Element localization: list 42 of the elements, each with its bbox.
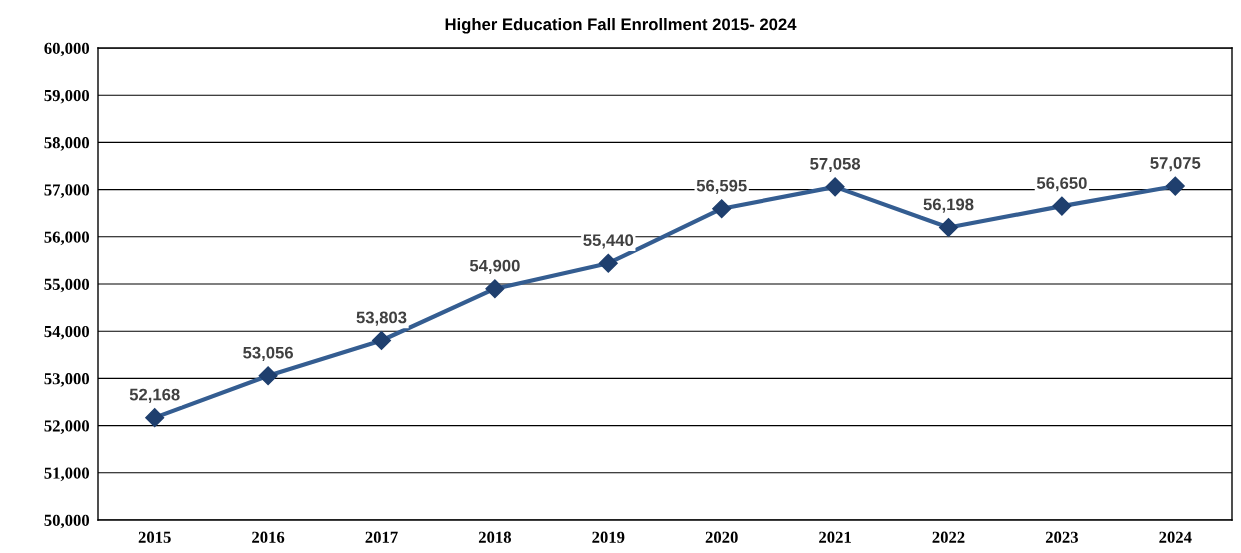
y-tick-label: 59,000 (44, 89, 90, 104)
text: 53,803 (356, 311, 407, 326)
y-tick-label: 54,000 (44, 325, 90, 340)
text: 55,440 (583, 234, 634, 249)
text: 56,595 (696, 179, 747, 194)
x-tick-label: 2015 (138, 531, 171, 543)
y-tick-label: 57,000 (44, 184, 90, 198)
text: 52,168 (129, 388, 180, 403)
chart-title: Higher Education Fall Enrollment 2015- 2024 (445, 18, 797, 34)
x-tick-label: 2018 (478, 531, 512, 543)
x-tick-label: 2016 (252, 531, 285, 543)
y-tick-label: 50,000 (44, 514, 90, 529)
x-tick-label: 2021 (819, 531, 851, 543)
point (938, 217, 959, 237)
point (825, 177, 845, 197)
text: 53,056 (243, 346, 293, 361)
y-tick-label: 53,000 (44, 373, 90, 387)
text: 56,650 (1036, 177, 1087, 192)
text: 57,075 (1150, 157, 1201, 172)
x-tick-label: 2024 (1159, 531, 1192, 543)
y-tick-label: 55,000 (44, 278, 90, 293)
x-tick-label: 2022 (932, 531, 965, 543)
point (712, 199, 732, 219)
point (258, 366, 278, 386)
y-tick-label: 60,000 (44, 42, 90, 57)
x-tick-label: 2017 (365, 531, 398, 543)
x-tick-label: 2019 (592, 531, 625, 543)
text: 54,900 (469, 259, 520, 274)
point (598, 253, 618, 273)
y-tick-label: 51,000 (44, 467, 90, 482)
x-tick-label: 2020 (705, 531, 738, 543)
y-tick-label: 56,000 (44, 231, 90, 246)
point (371, 330, 392, 351)
point (1165, 176, 1185, 196)
point (1052, 196, 1072, 216)
point (145, 408, 165, 428)
y-tick-label: 58,000 (44, 137, 90, 151)
point (485, 279, 505, 299)
text: 57,058 (810, 157, 861, 173)
x-tick-label: 2023 (1045, 531, 1078, 543)
text: 56,198 (923, 198, 974, 213)
y-tick-label: 52,000 (44, 420, 90, 434)
